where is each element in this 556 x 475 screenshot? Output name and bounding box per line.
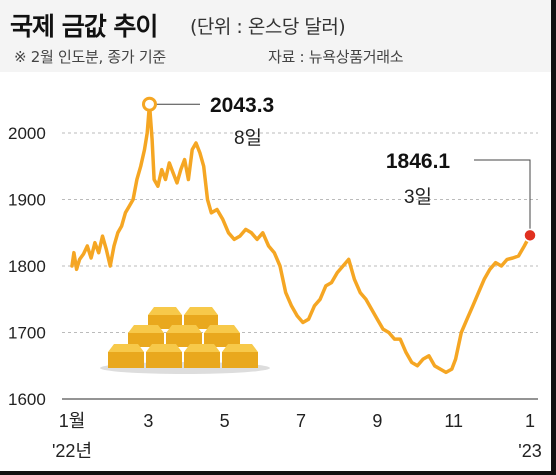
source-label: 자료 : 뉴욕상품거래소 — [268, 48, 404, 66]
y-tick-label: 1600 — [8, 390, 46, 409]
x-tick-sublabel: '23 — [518, 441, 541, 461]
x-tick-label: 9 — [372, 411, 382, 431]
end-date-label: 3일 — [404, 186, 432, 208]
gold-bar — [146, 352, 182, 368]
chart-title: 국제 금값 추이 — [10, 12, 158, 41]
gold-bar-top — [166, 325, 202, 333]
y-tick-label: 1700 — [8, 324, 46, 343]
gold-bar-top — [184, 344, 220, 352]
gold-bar-top — [204, 325, 240, 333]
footnote: ※ 2월 인도분, 종가 기준 — [14, 48, 166, 66]
x-tick-label: 5 — [220, 411, 230, 431]
gold-bar-top — [108, 344, 144, 352]
gold-bar — [222, 352, 258, 368]
gold-bar — [184, 352, 220, 368]
gold-bars-icon — [100, 307, 270, 374]
chart-header: 국제 금값 추이 (단위 : 온스당 달러) ※ 2월 인도분, 종가 기준 자… — [0, 0, 551, 72]
peak-marker — [141, 96, 157, 112]
x-tick-label: 7 — [296, 411, 306, 431]
x-tick-label: 1 — [525, 411, 535, 431]
y-tick-label: 1900 — [8, 191, 46, 210]
end-marker — [523, 228, 537, 243]
gold-bar-top — [184, 307, 218, 315]
x-tick-label: 1월 — [59, 411, 86, 431]
gold-bar — [128, 333, 164, 347]
x-tick-label: 3 — [143, 411, 153, 431]
gold-bar — [166, 333, 202, 347]
unit-label: (단위 : 온스당 달러) — [190, 16, 346, 38]
x-tick-sublabel: '22년 — [52, 441, 92, 461]
x-tick-label: 11 — [444, 411, 463, 431]
gold-bar — [204, 333, 240, 347]
gold-bar-top — [148, 307, 182, 315]
peak-date-label: 8일 — [234, 127, 262, 149]
gold-bar-top — [128, 325, 164, 333]
gold-price-line — [70, 102, 532, 375]
y-tick-label: 1800 — [8, 257, 46, 276]
gold-bar — [108, 352, 144, 368]
end-leader-line — [474, 159, 531, 230]
end-value-label: 1846.1 — [386, 150, 451, 173]
y-tick-label: 2000 — [8, 124, 46, 143]
gold-bar-top — [146, 344, 182, 352]
peak-value-label: 2043.3 — [210, 94, 274, 117]
gold-bar-top — [222, 344, 258, 352]
